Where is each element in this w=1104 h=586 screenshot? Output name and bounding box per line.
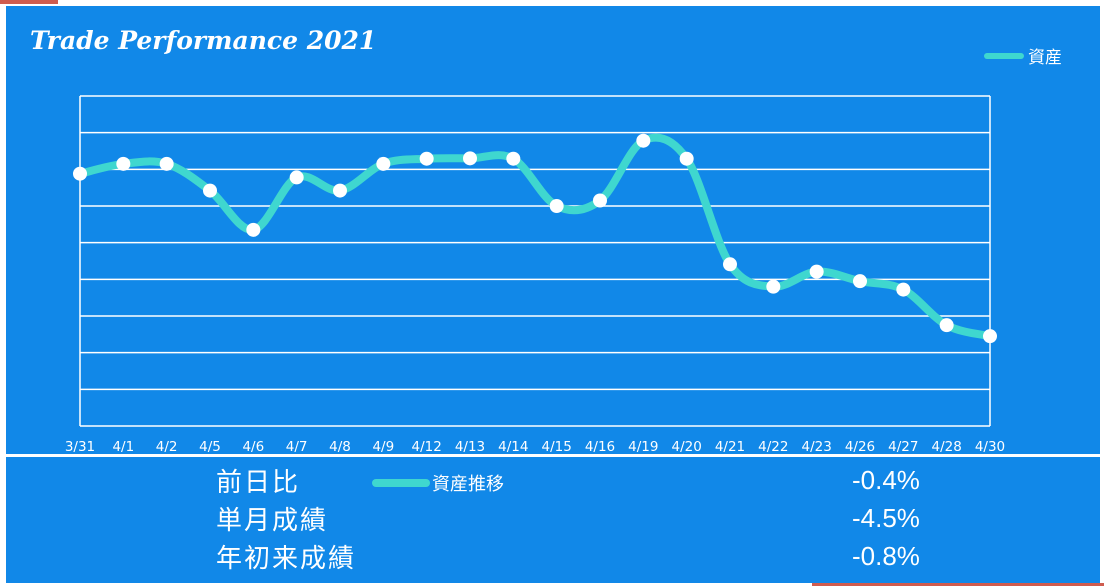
section-divider xyxy=(6,454,1100,457)
chart-legend: 資産 xyxy=(984,43,1062,68)
series-key: 資産推移 xyxy=(372,470,504,496)
bottom-right-accent xyxy=(812,583,1104,586)
stat-value-monthly: -4.5% xyxy=(852,503,920,533)
x-tick-label: 4/23 xyxy=(802,439,832,455)
x-tick-labels: 3/31 4/1 4/2 4/5 4/6 4/7 4/8 4/9 4/12 4/13 4/14 4/1… xyxy=(65,439,1005,455)
stat-label-ytd: 年初来成績 xyxy=(216,544,357,574)
stat-value-ytd: -0.8% xyxy=(852,541,920,571)
series-key-label: 資産推移 xyxy=(432,474,504,495)
series-markers xyxy=(73,133,997,344)
x-tick-label: 4/9 xyxy=(372,439,394,455)
x-tick-label: 4/7 xyxy=(286,439,308,455)
data-point xyxy=(333,183,347,198)
x-tick-label: 4/28 xyxy=(932,439,962,455)
data-point xyxy=(896,282,911,297)
x-tick-label: 4/27 xyxy=(888,439,918,455)
stat-label-daily: 前日比 xyxy=(216,468,301,498)
x-tick-label: 4/26 xyxy=(845,439,875,455)
grid-lines xyxy=(79,95,991,427)
top-left-accent xyxy=(0,0,58,4)
x-tick-label: 4/6 xyxy=(242,439,264,455)
data-point xyxy=(376,156,391,171)
x-tick-label: 4/30 xyxy=(975,439,1005,455)
chart-panel: Trade Performance 2021 資産 xyxy=(6,6,1100,583)
data-point xyxy=(463,151,477,166)
x-tick-label: 4/22 xyxy=(758,439,788,455)
x-tick-label: 4/21 xyxy=(715,439,745,455)
x-tick-label: 4/19 xyxy=(628,439,658,455)
x-tick-label: 4/12 xyxy=(412,439,442,455)
data-point xyxy=(246,222,261,237)
data-point xyxy=(983,329,997,344)
data-point xyxy=(593,193,607,208)
data-point xyxy=(506,151,521,166)
x-tick-label: 4/16 xyxy=(585,439,615,455)
stat-label-monthly: 単月成績 xyxy=(216,506,329,536)
data-point xyxy=(723,257,737,272)
x-tick-label: 4/1 xyxy=(112,439,134,455)
x-tick-label: 4/14 xyxy=(498,439,528,455)
data-point xyxy=(116,156,131,171)
data-point xyxy=(419,151,434,166)
data-point xyxy=(636,133,651,148)
data-point xyxy=(853,274,867,289)
stat-value-daily: -0.4% xyxy=(852,465,920,495)
series-key-swatch xyxy=(372,479,430,487)
data-point xyxy=(159,156,174,171)
data-point xyxy=(549,199,564,213)
data-point xyxy=(766,279,781,294)
x-tick-label: 4/2 xyxy=(156,439,178,455)
series-line xyxy=(76,133,994,341)
data-point xyxy=(289,170,304,185)
x-tick-label: 4/13 xyxy=(455,439,485,455)
series-line-layer xyxy=(76,133,994,341)
data-point xyxy=(73,166,87,181)
data-point xyxy=(939,318,954,333)
x-tick-label: 4/8 xyxy=(329,439,351,455)
legend-swatch xyxy=(984,52,1024,59)
data-point xyxy=(679,151,694,166)
x-tick-label: 3/31 xyxy=(65,439,95,455)
x-tick-label: 4/20 xyxy=(672,439,702,455)
data-point xyxy=(809,264,824,279)
x-tick-label: 4/15 xyxy=(542,439,572,455)
data-point xyxy=(203,183,217,198)
x-tick-label: 4/5 xyxy=(199,439,221,455)
chart-title: Trade Performance 2021 xyxy=(30,26,377,55)
legend-label: 資産 xyxy=(1028,48,1062,68)
